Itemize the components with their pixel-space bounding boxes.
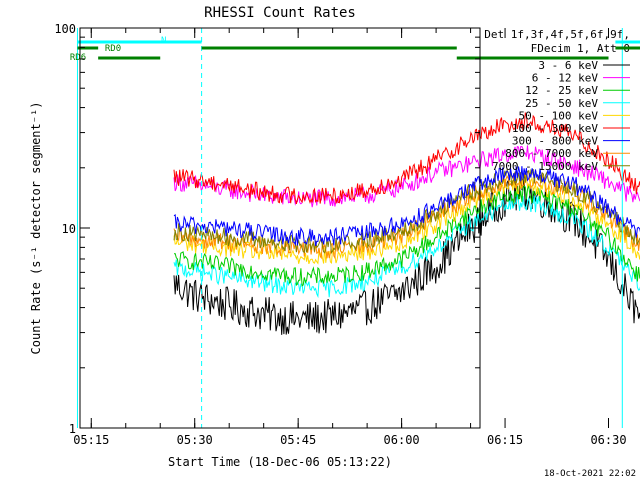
flag-label-rd0: RD0 [105,44,121,54]
series-line-100-300-kev [173,111,640,205]
axes-ticks: 11010005:1505:3005:4506:0006:1506:3006:4… [54,22,626,447]
legend-label: 3 - 6 keV [538,59,598,72]
legend-label: 6 - 12 keV [532,72,599,85]
y-tick-label: 10 [62,222,76,236]
plot-area [173,111,640,335]
legend-header-line-1: Det 1f,3f,4f,5f,6f,9f, [484,28,630,41]
legend-label: 50 - 100 keV [519,109,599,122]
series-line-12-25-kev [173,185,640,287]
series-line-50-100-kev [173,175,640,265]
legend-label: 25 - 50 keV [525,97,598,110]
x-tick-label: 05:15 [73,433,109,447]
flag-label-rd6: RD6 [70,53,86,63]
x-tick-label: 05:30 [177,433,213,447]
flags-layer: N RD0 RD6 [70,28,640,428]
x-tick-label: 06:00 [384,433,420,447]
legend-label: 800 - 7000 keV [505,147,598,160]
series-line-3-6-kev [173,176,640,335]
legend-label: 100 - 300 keV [512,122,598,135]
y-tick-label: 1 [69,422,76,436]
series-line-300-800-kev [173,166,640,247]
chart-title: RHESSI Count Rates [204,5,356,21]
x-tick-label: 06:30 [590,433,626,447]
footer-date: 18-Oct-2021 22:02 [544,469,636,479]
x-tick-label: 06:15 [487,433,523,447]
x-axis-label: Start Time (18-Dec-06 05:13:22) [168,455,392,469]
legend-label: 7000 - 15000 keV [492,160,598,173]
legend-header-line-2: FDecim 1, Att 0 [531,42,630,55]
y-axis-label: Count Rate (s⁻¹ detector segment⁻¹) [29,102,43,355]
series-line-6-12-kev [173,145,640,208]
flag-label-n: N [161,36,166,46]
y-tick-label: 100 [54,22,76,36]
x-tick-label: 05:45 [280,433,316,447]
series-line-7000-15000-kev [173,168,640,254]
legend-label: 12 - 25 keV [525,84,598,97]
legend-label: 300 - 800 keV [512,135,598,148]
